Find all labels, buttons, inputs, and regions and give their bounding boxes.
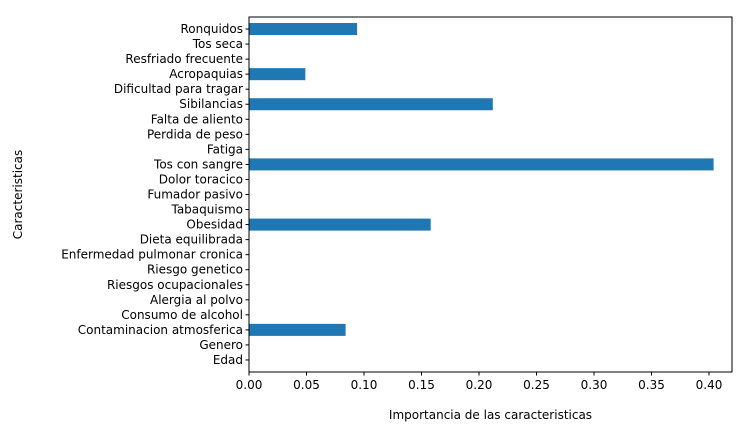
x-tick-label: 0.40 xyxy=(696,378,723,392)
x-axis-title: Importancia de las caracteristicas xyxy=(389,408,592,422)
y-tick-label: Enfermedad pulmonar cronica xyxy=(61,248,243,262)
y-tick-label: Sibilancias xyxy=(179,97,243,111)
y-tick-label: Perdida de peso xyxy=(147,127,243,141)
plot-frame xyxy=(248,16,733,373)
x-axis-ticks: 0.00 0.05 0.10 0.15 0.20 0.25 0.30 0.35 0.40 xyxy=(236,372,723,392)
x-tick-label: 0.15 xyxy=(408,378,435,392)
y-tick-label: Tos con sangre xyxy=(153,157,243,171)
bar-ronquidos xyxy=(249,23,358,36)
y-tick-label: Genero xyxy=(199,338,243,352)
y-tick-label: Alergia al polvo xyxy=(150,293,243,307)
x-tick-label: 0.20 xyxy=(466,378,493,392)
bar-acropaquias xyxy=(249,68,306,81)
bar-obesidad xyxy=(249,218,431,231)
y-tick-label: Dolor toracico xyxy=(159,172,243,186)
y-tick-label: Fumador pasivo xyxy=(147,188,243,202)
y-tick-label: Dificultad para tragar xyxy=(114,82,243,96)
y-tick-label: Riesgo genetico xyxy=(147,263,243,277)
x-tick-label: 0.35 xyxy=(638,378,665,392)
y-axis-title: Caracteristicas xyxy=(11,150,25,239)
y-tick-label: Acropaquias xyxy=(169,67,243,81)
y-tick-label: Obesidad xyxy=(186,218,243,232)
bar-sibilancias xyxy=(249,98,493,111)
y-tick-label: Contaminacion atmosferica xyxy=(78,323,243,337)
bar-contaminacion-atmosferica xyxy=(249,323,346,336)
y-tick-label: Dieta equilibrada xyxy=(140,233,243,247)
bars-group xyxy=(249,23,714,336)
bar-tos-con-sangre xyxy=(249,158,714,171)
x-tick-label: 0.00 xyxy=(236,378,263,392)
x-tick-label: 0.05 xyxy=(293,378,320,392)
x-tick-label: 0.10 xyxy=(351,378,378,392)
y-tick-label: Falta de aliento xyxy=(151,112,243,126)
y-tick-label: Tos seca xyxy=(192,37,243,51)
y-tick-label: Tabaquismo xyxy=(170,203,243,217)
x-tick-label: 0.30 xyxy=(581,378,608,392)
y-tick-label: Riesgos ocupacionales xyxy=(107,278,243,292)
y-tick-label: Consumo de alcohol xyxy=(121,308,243,322)
y-tick-label: Fatiga xyxy=(207,142,243,156)
x-tick-label: 0.25 xyxy=(523,378,550,392)
y-tick-label: Ronquidos xyxy=(180,22,243,36)
y-tick-label: Edad xyxy=(213,353,243,367)
y-tick-label: Resfriado frecuente xyxy=(125,52,243,66)
